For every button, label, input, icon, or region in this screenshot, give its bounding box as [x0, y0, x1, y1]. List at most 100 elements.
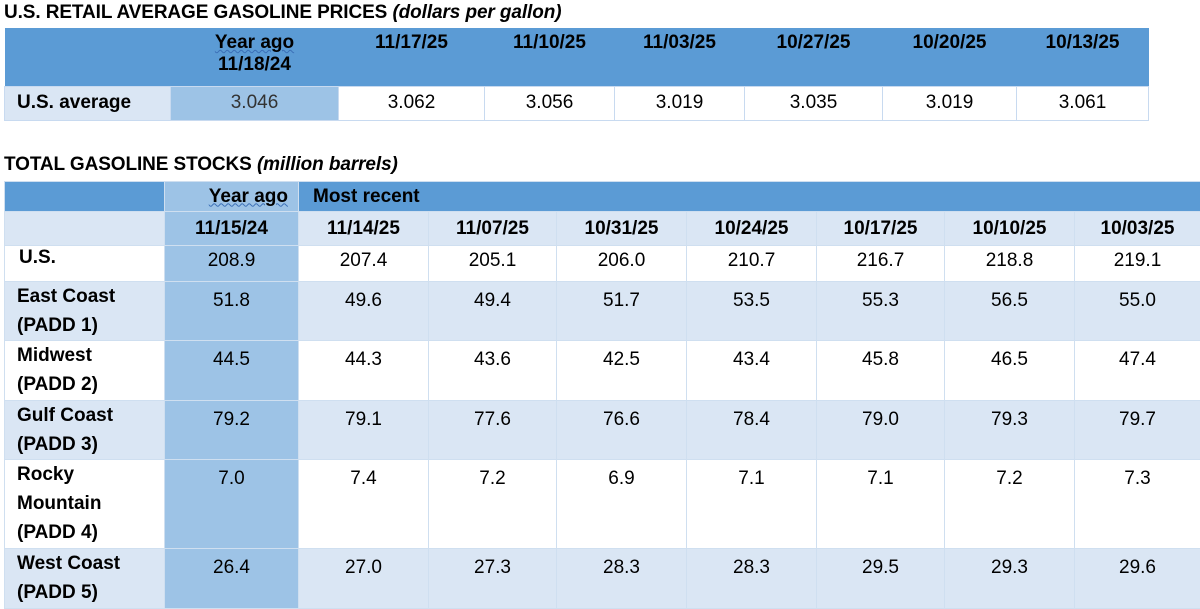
retail-value: 3.061 — [1017, 86, 1149, 120]
year-ago-cell: 79.2 — [165, 401, 299, 460]
value-cell: 27.3 — [429, 549, 557, 609]
value-cell: 78.4 — [687, 401, 817, 460]
value-cell: 55.0 — [1075, 282, 1200, 341]
retail-header-date: 10/27/25 — [745, 28, 883, 86]
retail-title-main: U.S. RETAIL AVERAGE GASOLINE PRICES — [4, 2, 387, 23]
table-row: Gulf Coast (PADD 3) 79.2 79.1 77.6 76.6 … — [5, 401, 1200, 460]
retail-header-date: 11/10/25 — [485, 28, 615, 86]
table-row: West Coast (PADD 5) 26.4 27.0 27.3 28.3 … — [5, 549, 1200, 609]
row-label: East Coast (PADD 1) — [5, 282, 165, 341]
stocks-header-row-2: 11/15/24 11/14/25 11/07/25 10/31/25 10/2… — [5, 212, 1200, 246]
value-cell: 219.1 — [1075, 246, 1200, 282]
retail-value: 3.035 — [745, 86, 883, 120]
value-cell: 210.7 — [687, 246, 817, 282]
retail-header-year-ago: Year ago 11/18/24 — [171, 28, 339, 86]
value-cell: 207.4 — [299, 246, 429, 282]
row-label-line: East Coast — [17, 286, 115, 307]
value-cell: 27.0 — [299, 549, 429, 609]
stocks-year-ago-date: 11/15/24 — [165, 212, 299, 246]
table-row: Midwest (PADD 2) 44.5 44.3 43.6 42.5 43.… — [5, 341, 1200, 401]
row-label-line: Mountain — [17, 493, 101, 514]
value-cell: 79.3 — [945, 401, 1075, 460]
value-cell: 49.6 — [299, 282, 429, 341]
value-cell: 44.3 — [299, 341, 429, 401]
row-label-line: Midwest — [17, 345, 92, 366]
value-cell: 53.5 — [687, 282, 817, 341]
value-cell: 29.3 — [945, 549, 1075, 609]
value-cell: 51.7 — [557, 282, 687, 341]
table-row: East Coast (PADD 1) 51.8 49.6 49.4 51.7 … — [5, 282, 1200, 341]
retail-value: 3.019 — [615, 86, 745, 120]
value-cell: 43.6 — [429, 341, 557, 401]
value-cell: 28.3 — [557, 549, 687, 609]
retail-data-row: U.S. average 3.046 3.062 3.056 3.019 3.0… — [5, 86, 1149, 120]
stocks-header-date: 10/24/25 — [687, 212, 817, 246]
value-cell: 7.2 — [945, 460, 1075, 549]
value-cell: 77.6 — [429, 401, 557, 460]
table-row: Rocky Mountain (PADD 4) 7.0 7.4 7.2 6.9 … — [5, 460, 1200, 549]
row-label-line: (PADD 5) — [17, 582, 98, 603]
retail-value: 3.056 — [485, 86, 615, 120]
row-label: Midwest (PADD 2) — [5, 341, 165, 401]
value-cell: 49.4 — [429, 282, 557, 341]
value-cell: 28.3 — [687, 549, 817, 609]
table-row: U.S. 208.9 207.4 205.1 206.0 210.7 216.7… — [5, 246, 1200, 282]
value-cell: 79.7 — [1075, 401, 1200, 460]
retail-year-ago-label: Year ago — [215, 32, 294, 53]
row-label-line: (PADD 2) — [17, 374, 98, 395]
retail-year-ago-value: 3.046 — [171, 86, 339, 120]
retail-prices-table: Year ago 11/18/24 11/17/25 11/10/25 11/0… — [4, 28, 1149, 121]
row-label-line: Gulf Coast — [17, 405, 113, 426]
stocks-header-date: 10/31/25 — [557, 212, 687, 246]
retail-header-date: 10/13/25 — [1017, 28, 1149, 86]
row-label-line: (PADD 3) — [17, 434, 98, 455]
value-cell: 7.4 — [299, 460, 429, 549]
gasoline-stocks-table: Year ago Most recent 11/15/24 11/14/25 1… — [4, 181, 1200, 609]
value-cell: 29.5 — [817, 549, 945, 609]
retail-prices-title: U.S. RETAIL AVERAGE GASOLINE PRICES (dol… — [4, 2, 561, 24]
row-label: West Coast (PADD 5) — [5, 549, 165, 609]
stocks-header-most-recent: Most recent — [299, 182, 1200, 212]
value-cell: 7.2 — [429, 460, 557, 549]
retail-header-blank — [5, 28, 171, 86]
stocks-header-blank-2 — [5, 212, 165, 246]
stocks-title: TOTAL GASOLINE STOCKS (million barrels) — [4, 154, 398, 176]
value-cell: 56.5 — [945, 282, 1075, 341]
retail-header-date: 10/20/25 — [883, 28, 1017, 86]
value-cell: 7.1 — [687, 460, 817, 549]
value-cell: 7.3 — [1075, 460, 1200, 549]
year-ago-cell: 208.9 — [165, 246, 299, 282]
row-label: U.S. — [5, 246, 165, 282]
value-cell: 6.9 — [557, 460, 687, 549]
value-cell: 206.0 — [557, 246, 687, 282]
value-cell: 79.1 — [299, 401, 429, 460]
stocks-header-date: 11/14/25 — [299, 212, 429, 246]
retail-year-ago-date: 11/18/24 — [218, 54, 291, 75]
stocks-title-main: TOTAL GASOLINE STOCKS — [4, 154, 252, 175]
stocks-header-date: 10/10/25 — [945, 212, 1075, 246]
row-label: Rocky Mountain (PADD 4) — [5, 460, 165, 549]
year-ago-cell: 7.0 — [165, 460, 299, 549]
year-ago-cell: 51.8 — [165, 282, 299, 341]
value-cell: 76.6 — [557, 401, 687, 460]
retail-title-unit: (dollars per gallon) — [392, 2, 561, 23]
stocks-year-ago-label: Year ago — [209, 186, 288, 207]
row-label-line: Rocky — [17, 464, 74, 485]
value-cell: 45.8 — [817, 341, 945, 401]
row-label-line: (PADD 1) — [17, 315, 98, 336]
retail-header-date: 11/17/25 — [339, 28, 485, 86]
value-cell: 7.1 — [817, 460, 945, 549]
value-cell: 79.0 — [817, 401, 945, 460]
value-cell: 42.5 — [557, 341, 687, 401]
row-label-line: (PADD 4) — [17, 522, 98, 543]
retail-row-label: U.S. average — [5, 86, 171, 120]
retail-value: 3.019 — [883, 86, 1017, 120]
year-ago-cell: 44.5 — [165, 341, 299, 401]
value-cell: 218.8 — [945, 246, 1075, 282]
value-cell: 43.4 — [687, 341, 817, 401]
value-cell: 46.5 — [945, 341, 1075, 401]
year-ago-cell: 26.4 — [165, 549, 299, 609]
value-cell: 47.4 — [1075, 341, 1200, 401]
retail-header-date: 11/03/25 — [615, 28, 745, 86]
stocks-header-blank — [5, 182, 165, 212]
